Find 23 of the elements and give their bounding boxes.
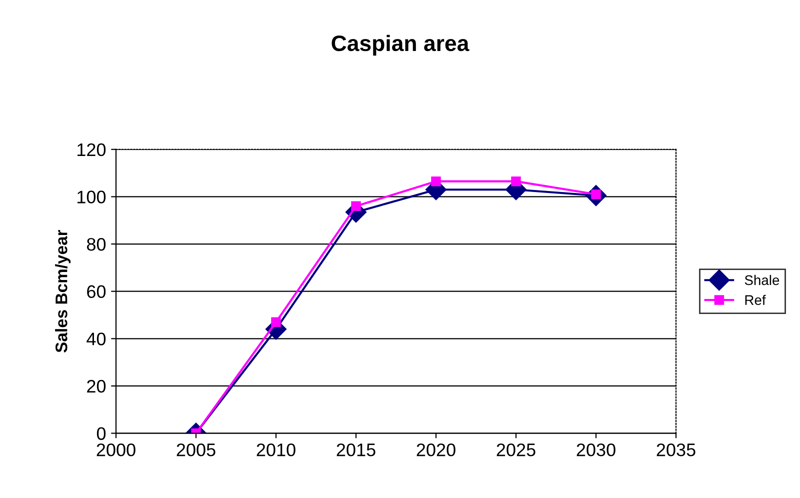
y-axis-title: Sales Bcm/year xyxy=(55,230,71,352)
x-tick-label: 2005 xyxy=(176,443,216,456)
x-tick-label: 2030 xyxy=(576,443,616,456)
point xyxy=(511,176,521,186)
y-tick-label: 40 xyxy=(86,332,106,346)
x-tick-label: 2015 xyxy=(336,443,376,456)
x-tick-label: 2010 xyxy=(256,443,296,456)
y-tick-label: 0 xyxy=(96,427,106,440)
legend-label: Shale xyxy=(744,274,780,286)
point xyxy=(351,201,361,212)
x-tick-label: 2025 xyxy=(496,443,536,456)
y-tick-label: 60 xyxy=(87,285,106,298)
y-tick-label: 120 xyxy=(78,143,106,156)
chart-title: Caspian area xyxy=(332,34,470,56)
point xyxy=(271,317,281,327)
y-tick-label: 100 xyxy=(78,190,106,204)
y-tick-label: 80 xyxy=(86,238,106,251)
x-tick-label: 2020 xyxy=(416,443,456,456)
x-tick-label: 2000 xyxy=(96,443,136,456)
y-tick-label: 20 xyxy=(87,380,106,393)
point xyxy=(431,176,441,186)
x-tick-label: 2035 xyxy=(656,443,696,456)
legend-label: Ref xyxy=(745,294,766,306)
